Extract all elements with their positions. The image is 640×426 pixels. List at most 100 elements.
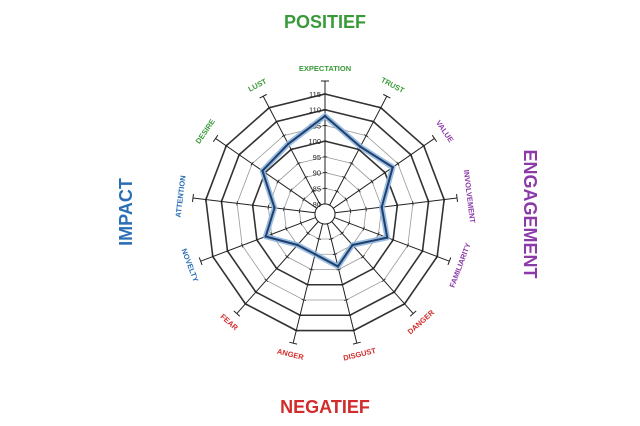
axis-tick [360,255,365,259]
axis-tick [347,314,353,317]
axis-end-cap [198,257,203,266]
axis-spoke-value [332,138,435,209]
axis-tick [351,329,356,332]
axis-tick [318,203,323,207]
axis-tick [396,161,400,166]
tick-label-90: 90 [313,169,321,178]
axis-tick [364,134,369,137]
axis-end-cap [191,193,194,202]
axis-tick [383,170,387,175]
data-point-expectation [323,114,327,118]
axis-tick [333,215,336,220]
axis-tick [267,204,269,210]
grid-ring-105 [236,125,414,301]
data-point-disgust [336,265,340,268]
axis-spoke-involvement [334,197,458,214]
axis-tick [349,162,354,165]
grid-ring-95 [267,156,383,270]
axis-tick [255,237,259,243]
axis-tick [402,302,407,306]
group-title-negatief: NEGATIEF [280,397,370,417]
axis-end-cap [233,310,241,317]
axis-tick [299,220,303,226]
axis-tick [303,175,308,179]
axis-tick [264,278,269,283]
axis-tick [274,120,279,124]
data-point-trust [359,145,362,148]
group-title-engagement: ENGAGEMENT [520,149,540,278]
axis-tick [316,219,321,224]
axis-tick [274,266,279,271]
axis-tick [301,299,307,301]
axis-tick [357,188,361,193]
axis-tick [243,302,248,306]
axis-end-cap [431,134,438,143]
axis-label-fear: FEAR [219,312,241,333]
axis-tick [342,175,347,179]
axis-tick [211,254,214,259]
axis-tick [381,278,386,283]
axis-tick [327,203,332,207]
axis-end-cap [409,310,417,317]
data-point-involvement [380,205,383,209]
data-point-anger [313,253,317,256]
axis-tick [412,201,414,206]
axis-tick [377,232,380,237]
data-point-value [391,166,394,169]
axis-tick [296,162,301,165]
axis-label-anger: ANGER [276,347,305,362]
axis-tick [336,268,341,271]
axis-tick [294,329,299,332]
axis-tick [316,238,322,240]
axis-spoke-lust [262,96,321,206]
axis-tick [391,237,395,243]
grid-ring-90 [283,172,367,255]
axis-tick [276,179,280,184]
axis-tick [436,254,439,259]
axis-tick [253,290,258,294]
tick-label-85: 85 [313,184,321,193]
series-halo [259,113,396,270]
data-point-attention [273,206,276,210]
axis-label-trust: TRUST [379,75,406,95]
axis-tick [409,152,413,157]
axis-tick [285,226,288,231]
axis-spoke-fear [236,221,319,314]
axis-end-cap [456,193,459,202]
data-series [259,113,396,270]
axis-tick [267,106,272,110]
axis-tick [236,201,238,206]
axis-tick [392,290,397,294]
tick-label-80: 80 [313,200,321,209]
tick-label-110: 110 [309,106,321,115]
axis-end-cap [447,257,452,266]
axis-tick [422,143,426,148]
data-point-fear [296,243,299,247]
axis-tick [365,206,367,212]
axis-tick [334,210,336,216]
axis-tick [406,243,409,248]
axis-tick [347,220,351,226]
tick-label-100: 100 [308,137,321,146]
axis-label-involvement: INVOLVEMENT [462,169,477,224]
group-title-positief: POSITIEF [284,12,366,32]
axis-tick [237,152,241,157]
data-point-lust [287,142,290,146]
data-point-novelty [264,235,267,238]
data-point-familiarity [386,236,389,239]
axis-end-cap [259,93,267,99]
axis-tick [220,199,223,204]
axis-spoke-attention [192,197,316,214]
axis-end-cap [289,341,298,345]
axis-tick [349,208,352,214]
grid-ring-110 [220,108,430,317]
axis-tick [224,143,228,148]
axis-label-lust: LUST [247,76,269,93]
axis-tick [332,253,338,256]
radar-grid [191,80,459,345]
axis-label-expectation: EXPECTATION [299,64,351,73]
axis-tick [331,206,335,211]
axis-tick [378,106,383,110]
